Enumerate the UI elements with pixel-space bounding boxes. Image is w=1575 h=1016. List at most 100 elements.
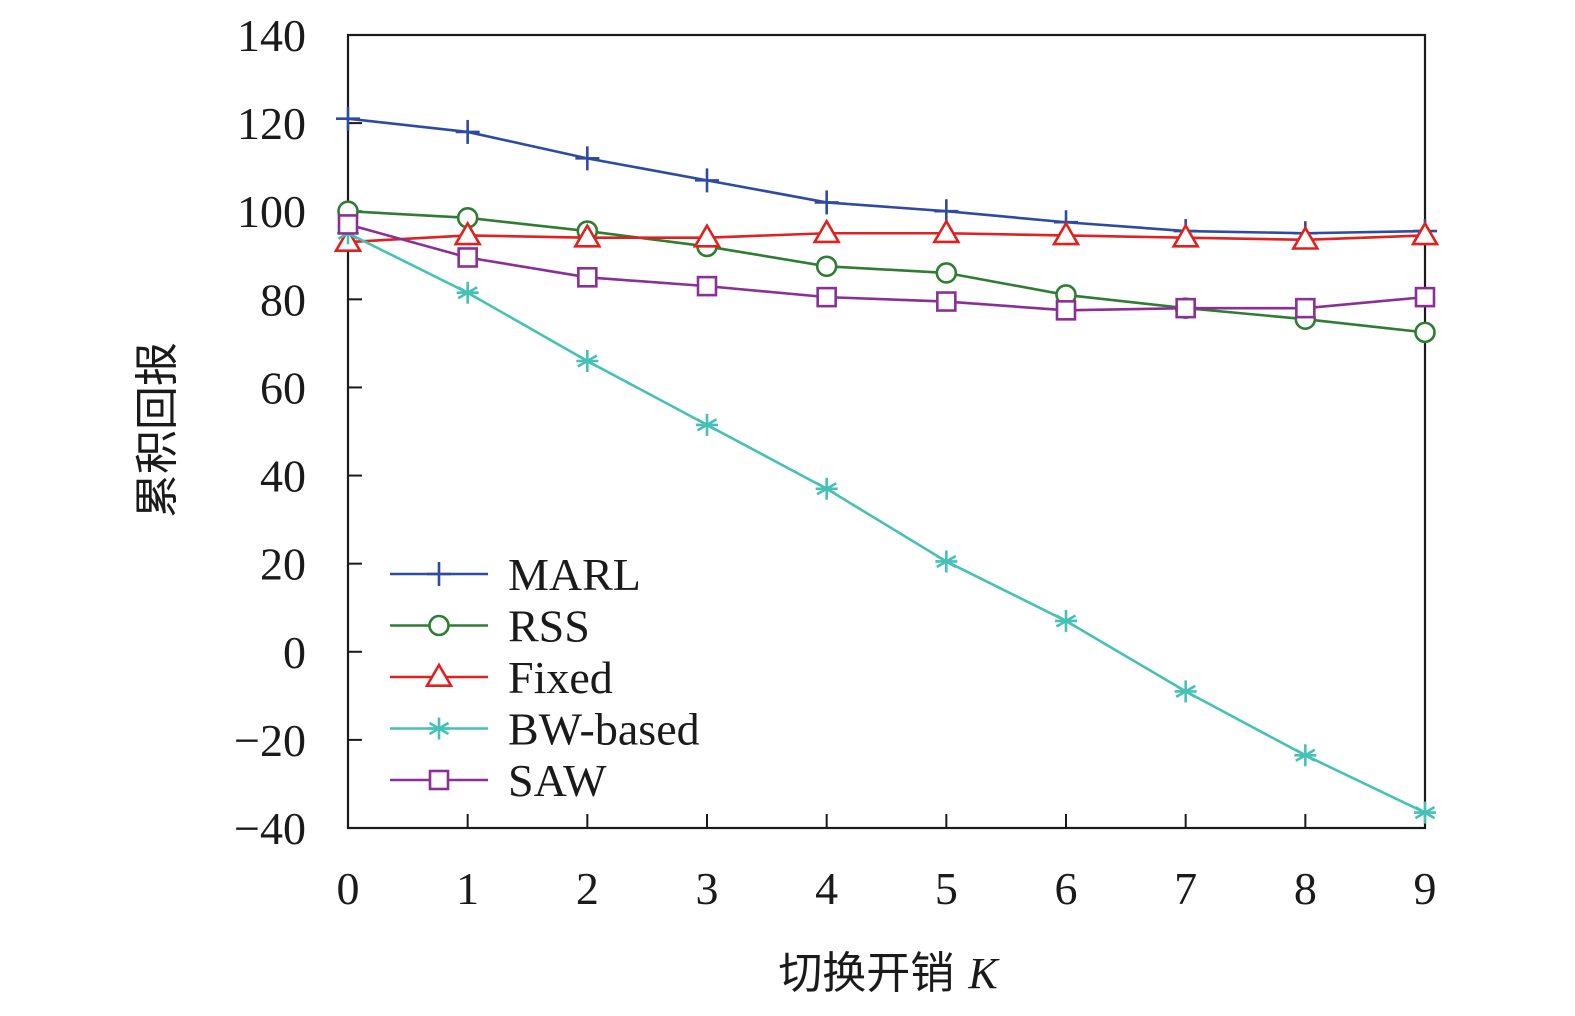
square-marker: [577, 267, 598, 288]
square-marker: [696, 275, 718, 297]
data-point-bw-based: [815, 477, 838, 500]
legend-item-saw: SAW: [390, 755, 607, 806]
legend-label: Fixed: [508, 652, 613, 703]
data-point-bw-based: [456, 281, 479, 304]
x-tick-label: 6: [1055, 863, 1078, 914]
y-tick-label: 140: [237, 10, 306, 61]
y-tick-label: 80: [260, 274, 306, 325]
circle-marker: [428, 614, 450, 637]
legend-item-bw-based: BW-based: [390, 704, 700, 755]
circle-marker: [935, 262, 958, 284]
data-point-fixed: [1051, 220, 1081, 246]
series-line-saw: [347, 223, 1426, 312]
legend-marker: [424, 662, 454, 687]
square-marker: [1414, 286, 1436, 308]
series-layer: [333, 106, 1440, 824]
data-point-saw: [696, 275, 718, 297]
data-point-fixed: [812, 218, 841, 244]
data-point-bw-based: [1174, 680, 1197, 703]
square-marker: [1055, 300, 1077, 321]
data-point-bw-based: [1055, 609, 1077, 632]
series-marl: [336, 106, 1437, 246]
triangle-marker: [932, 218, 961, 244]
square-marker: [1175, 297, 1196, 319]
data-point-marl: [336, 106, 360, 131]
x-tick-label: 8: [1294, 863, 1317, 914]
circle-marker: [1414, 321, 1436, 344]
x-tick-label: 5: [935, 863, 958, 914]
square-marker: [936, 291, 957, 312]
data-point-marl: [575, 146, 600, 171]
legend-label: SAW: [508, 755, 607, 806]
data-point-fixed: [1171, 223, 1200, 248]
data-point-saw: [337, 214, 359, 235]
y-tick-label: 100: [237, 186, 306, 237]
data-point-marl: [455, 119, 480, 144]
series-line-bw-based: [347, 232, 1426, 814]
square-marker: [428, 769, 450, 791]
x-axis-title-text: 切换开销: [778, 948, 954, 999]
triangle-marker: [1171, 223, 1200, 248]
legend-item-rss: RSS: [390, 601, 590, 652]
square-marker: [1295, 297, 1316, 319]
data-point-rss: [1414, 321, 1436, 344]
series-rss: [337, 200, 1436, 344]
series-fixed: [333, 218, 1440, 253]
triangle-marker: [1410, 220, 1440, 246]
data-point-saw: [816, 286, 837, 308]
series-line-marl: [347, 117, 1426, 235]
y-tick-label: −20: [234, 715, 306, 766]
x-axis-title-variable: K: [967, 949, 1000, 998]
square-marker: [816, 286, 837, 308]
data-point-marl: [814, 190, 839, 215]
data-point-fixed: [573, 223, 602, 248]
x-tick-label: 3: [696, 863, 719, 914]
x-tick-label: 4: [815, 863, 838, 914]
legend-item-fixed: Fixed: [390, 652, 613, 703]
series-line-rss: [347, 209, 1426, 334]
data-point-saw: [1055, 300, 1077, 321]
y-axis: −40 −20 0 20 40 60 80 100 120 140: [234, 10, 362, 854]
data-point-bw-based: [696, 413, 718, 436]
triangle-marker: [1051, 220, 1081, 246]
y-tick-label: 60: [260, 362, 306, 413]
plot-frame: [346, 33, 1427, 830]
legend-marker: [427, 562, 451, 586]
y-tick-label: 20: [260, 539, 306, 590]
legend-label: RSS: [508, 601, 590, 652]
data-point-fixed: [1291, 225, 1320, 250]
data-point-fixed: [932, 218, 961, 244]
data-point-fixed: [1410, 220, 1440, 246]
y-tick-label: 120: [237, 98, 306, 149]
series-saw: [337, 214, 1436, 321]
triangle-marker: [453, 220, 482, 246]
triangle-marker: [1291, 225, 1320, 250]
y-axis-title: 累积回报: [132, 342, 183, 518]
x-tick-label: 9: [1414, 863, 1437, 914]
data-point-rss: [815, 255, 838, 278]
triangle-marker: [424, 662, 454, 687]
legend-marker: [428, 614, 450, 637]
triangle-marker: [573, 223, 602, 248]
data-point-saw: [577, 267, 598, 288]
legend-item-marl: MARL: [390, 549, 641, 600]
square-marker: [457, 247, 478, 268]
data-point-fixed: [453, 220, 482, 246]
x-tick-label: 2: [576, 863, 599, 914]
y-tick-label: −40: [234, 803, 306, 854]
x-tick-label: 1: [456, 863, 479, 914]
data-point-saw: [457, 247, 478, 268]
series-bw-based: [337, 222, 1436, 824]
plot-border: [346, 33, 1427, 830]
legend-label: MARL: [508, 549, 641, 600]
series-line-fixed: [347, 231, 1426, 244]
data-point-saw: [936, 291, 957, 312]
data-point-fixed: [692, 223, 722, 248]
data-point-bw-based: [935, 550, 958, 573]
data-point-bw-based: [1294, 744, 1317, 767]
legend-marker: [428, 769, 450, 791]
x-tick-label: 7: [1174, 863, 1197, 914]
data-point-saw: [1414, 286, 1436, 308]
